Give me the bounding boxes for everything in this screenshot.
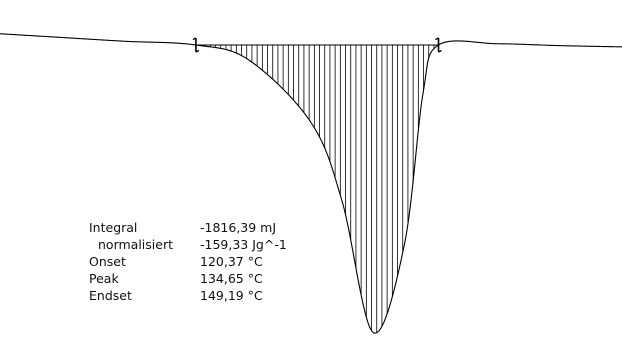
integration-limit-marker-left[interactable] [192,37,200,53]
results-table: Integral -1816,39 mJ normalisiert -159,3… [89,219,287,304]
normalized-label: normalisiert [98,237,173,252]
integral-label: Integral [89,220,138,235]
onset-label: Onset [89,254,126,269]
peak-label: Peak [89,271,119,286]
result-row-normalized: normalisiert -159,33 Jg^-1 [89,236,287,253]
result-row-peak: Peak 134,65 °C [89,270,287,287]
dsc-curve [0,33,622,334]
endset-label: Endset [89,288,132,303]
normalized-value: -159,33 Jg^-1 [200,237,287,252]
integral-value: -1816,39 mJ [200,220,277,235]
result-row-endset: Endset 149,19 °C [89,287,287,304]
endset-value: 149,19 °C [200,288,263,303]
peak-value: 134,65 °C [200,271,263,286]
result-row-onset: Onset 120,37 °C [89,253,287,270]
integration-limit-marker-right[interactable] [435,37,442,53]
result-row-integral: Integral -1816,39 mJ [89,219,287,236]
integral-hatching [204,45,435,333]
onset-value: 120,37 °C [200,254,263,269]
